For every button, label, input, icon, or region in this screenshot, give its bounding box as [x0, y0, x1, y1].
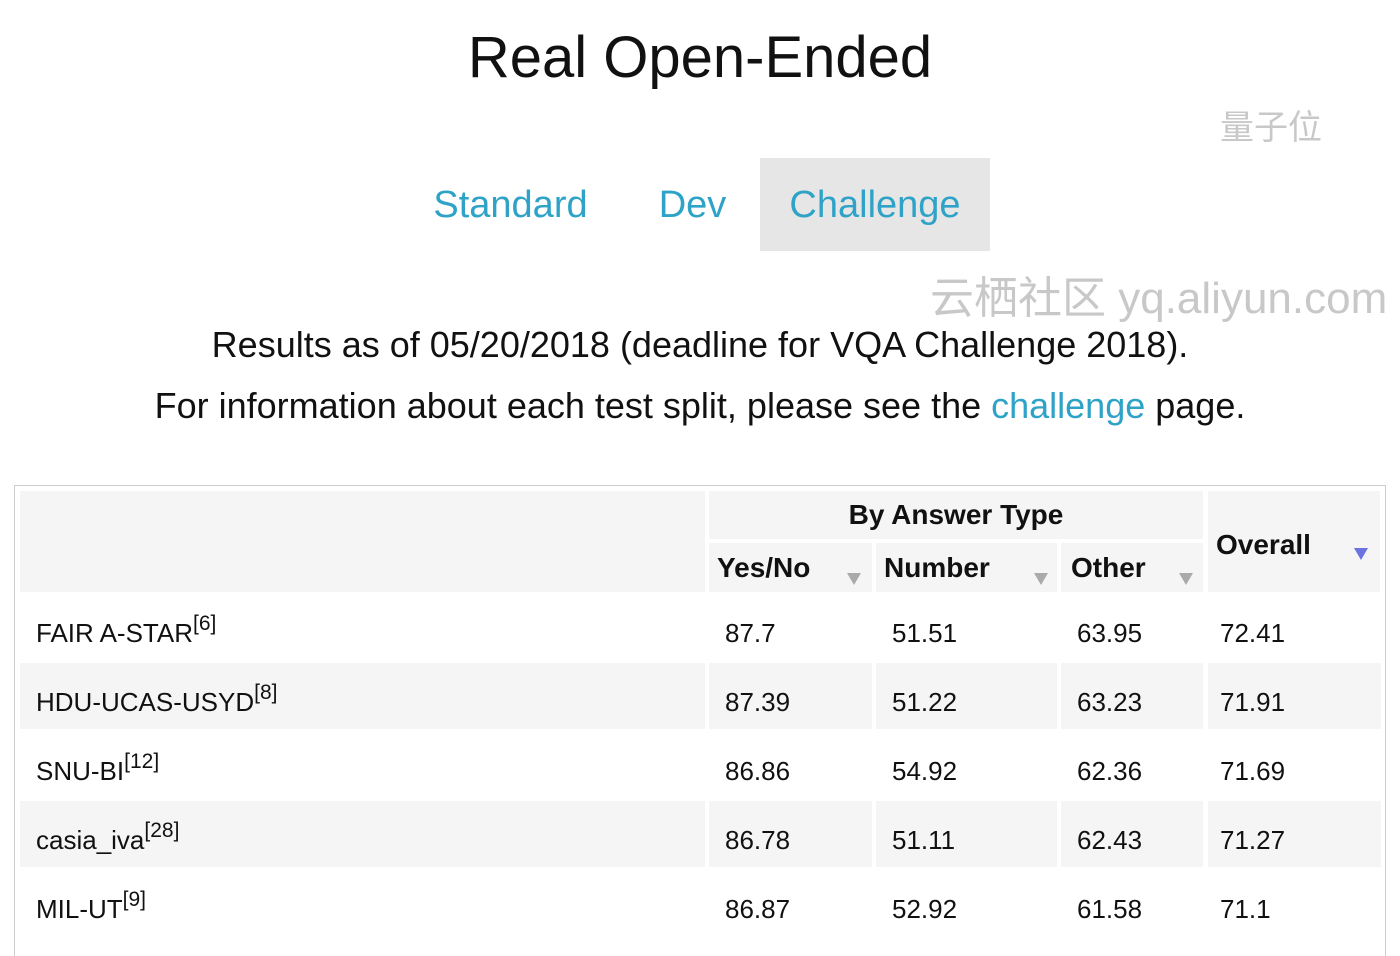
yesno-cell: 87.39: [709, 663, 872, 729]
team-label: SNU-BI: [36, 756, 125, 786]
overall-cell: 72.41: [1220, 618, 1286, 648]
tab-dev[interactable]: Dev: [658, 184, 727, 226]
yesno-cell: 86.86: [725, 756, 791, 786]
overall-cell: 71.1: [1220, 894, 1271, 924]
group-header: By Answer Type: [709, 491, 1203, 539]
overall-cell: 71.91: [1208, 663, 1381, 729]
tab-challenge[interactable]: Challenge: [760, 158, 990, 251]
page-title: Real Open-Ended: [467, 25, 933, 90]
results-date: Results as of 05/20/2018 (deadline for V…: [211, 324, 1189, 365]
table-row: casia_iva[28] 86.78 51.11 62.43 71.27: [20, 801, 1381, 870]
other-header[interactable]: Other: [1061, 543, 1203, 592]
yesno-cell: 87.7: [725, 618, 776, 648]
site-watermark: 云栖社区 yq.aliyun.com: [930, 274, 1388, 323]
team-header: [20, 491, 705, 592]
other-cell: 62.43: [1061, 801, 1203, 867]
other-header-label: Other: [1071, 552, 1146, 583]
table-row: FAIR A-STAR[6] 87.7 51.51 63.95 72.41: [20, 594, 1381, 663]
team-name: FAIR A-STAR[6]: [20, 594, 705, 660]
team-name: HDU-UCAS-USYD[8]: [20, 663, 705, 729]
table-row: MIL-UT[9] 86.87 52.92 61.58 71.1: [20, 870, 1381, 939]
reference-link[interactable]: [8]: [254, 681, 278, 704]
number-cell: 51.51: [892, 618, 958, 648]
wechat-watermark: 量子位: [1220, 109, 1322, 147]
challenge-link[interactable]: challenge: [991, 385, 1146, 426]
leaderboard-table: By Answer Type Yes/No Number Other Overa…: [14, 485, 1386, 956]
reference-link[interactable]: [28]: [144, 819, 180, 842]
sort-arrow-active-icon: [1354, 548, 1368, 560]
tab-standard[interactable]: Standard: [433, 184, 588, 226]
number-header[interactable]: Number: [876, 543, 1057, 592]
overall-cell: 71.27: [1208, 801, 1381, 867]
reference-link[interactable]: [6]: [193, 612, 217, 635]
team-name: casia_iva[28]: [20, 801, 705, 867]
other-cell: 63.95: [1077, 618, 1143, 648]
table-row: SNU-BI[12] 86.86 54.92 62.36 71.69: [20, 732, 1381, 801]
table-row: HDU-UCAS-USYD[8] 87.39 51.22 63.23 71.91: [20, 663, 1381, 732]
team-name: MIL-UT[9]: [20, 870, 705, 936]
overall-header[interactable]: Overall: [1208, 491, 1380, 592]
info-text-end: page.: [1145, 385, 1246, 426]
info-line: For information about each test split, p…: [0, 385, 1400, 427]
sort-arrow-icon: [847, 573, 861, 585]
number-cell: 54.92: [892, 756, 958, 786]
reference-link[interactable]: [12]: [124, 750, 160, 773]
team-name: SNU-BI[12]: [20, 732, 705, 798]
yesno-header[interactable]: Yes/No: [709, 543, 872, 592]
tab-bar: Standard Dev Challenge: [0, 158, 1400, 251]
team-label: casia_iva: [36, 825, 145, 855]
overall-header-label: Overall: [1216, 529, 1311, 560]
sort-arrow-icon: [1179, 573, 1193, 585]
yesno-cell: 86.78: [709, 801, 872, 867]
team-label: MIL-UT: [36, 894, 123, 924]
yesno-cell: 86.87: [725, 894, 791, 924]
number-header-label: Number: [884, 552, 990, 583]
sort-arrow-icon: [1034, 573, 1048, 585]
info-text: For information about each test split, p…: [154, 385, 992, 426]
other-cell: 62.36: [1077, 756, 1143, 786]
other-cell: 63.23: [1061, 663, 1203, 729]
yesno-header-label: Yes/No: [717, 552, 811, 583]
other-cell: 61.58: [1077, 894, 1143, 924]
reference-link[interactable]: [9]: [122, 888, 147, 911]
overall-cell: 71.69: [1220, 756, 1286, 786]
team-label: HDU-UCAS-USYD: [36, 687, 255, 717]
number-cell: 51.22: [876, 663, 1057, 729]
number-cell: 52.92: [892, 894, 958, 924]
team-label: FAIR A-STAR: [36, 618, 193, 648]
number-cell: 51.11: [876, 801, 1057, 867]
